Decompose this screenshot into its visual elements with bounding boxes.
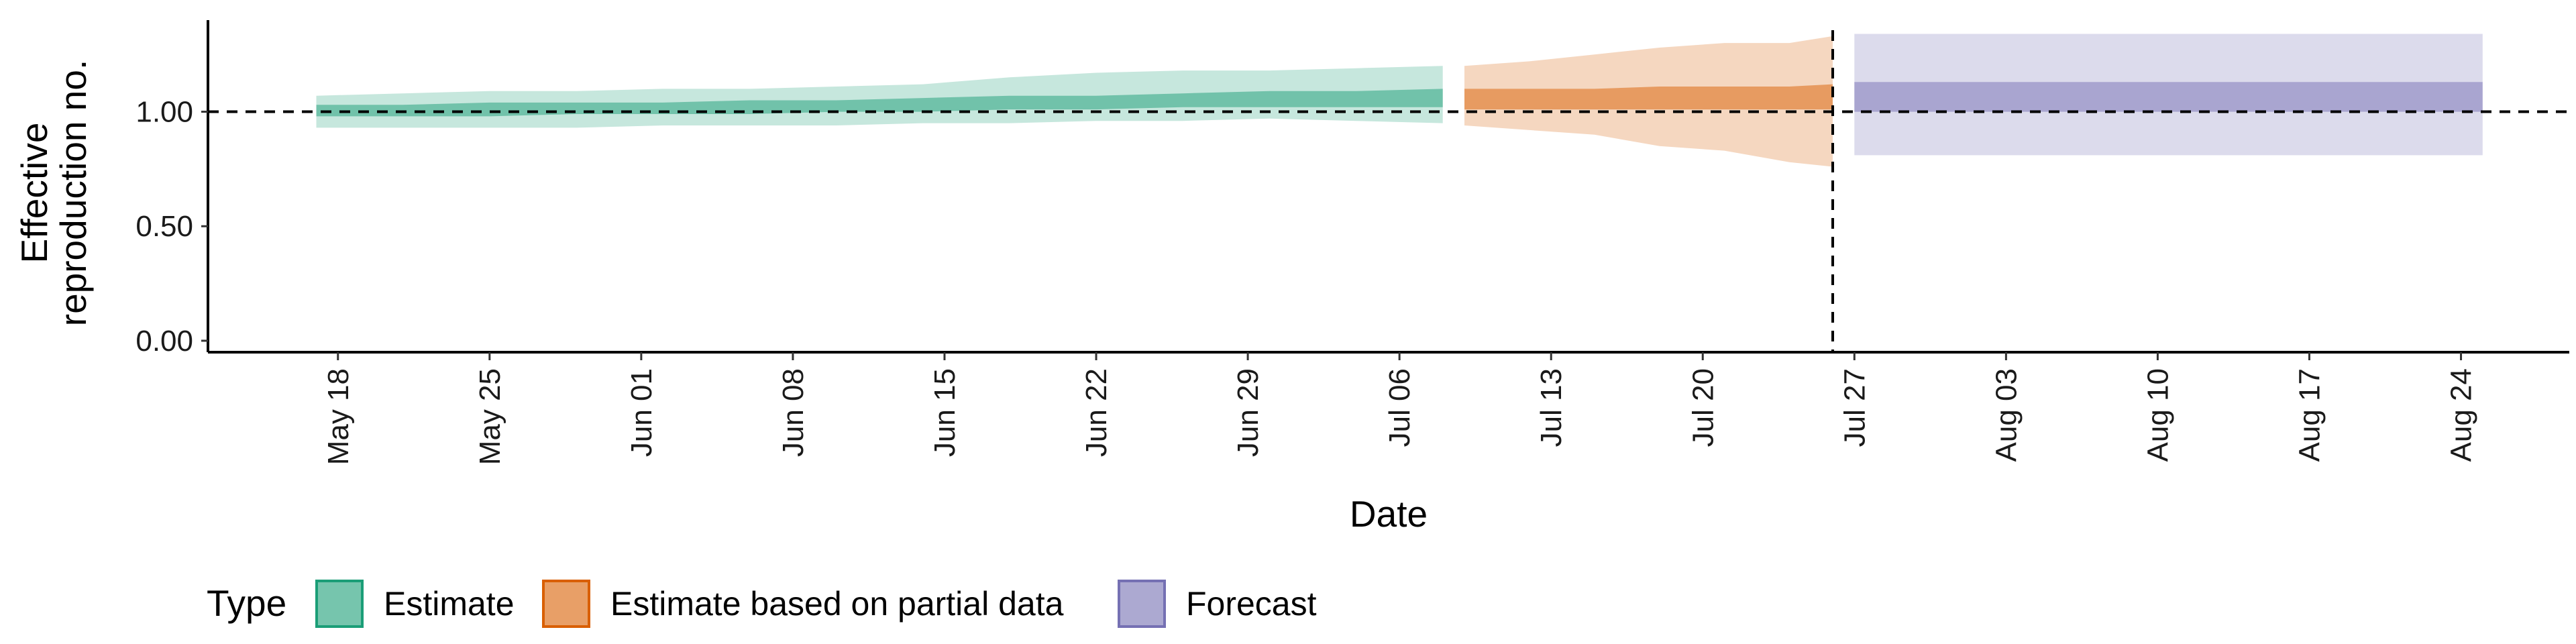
y-tick-label: 0.00 (136, 325, 193, 358)
x-tick-label: Aug 17 (2293, 368, 2326, 462)
y-axis-title-line-2: reproduction no. (52, 60, 94, 327)
partial-inner-band (1464, 84, 1833, 110)
legend-key-partial (542, 580, 590, 628)
legend-title: Type (207, 582, 286, 624)
y-tick-label: 0.50 (136, 210, 193, 243)
x-tick-label: Jul 06 (1383, 368, 1416, 447)
legend: Type Estimate Estimate based on partial d… (207, 580, 1317, 628)
x-tick-label: Jul 27 (1838, 368, 1871, 447)
legend-label-estimate: Estimate (384, 585, 515, 623)
x-tick-label: Aug 03 (1990, 368, 2023, 462)
x-tick-label: Aug 10 (2141, 368, 2174, 462)
x-tick-label: Jun 22 (1080, 368, 1113, 457)
legend-key-estimate (315, 580, 364, 628)
x-tick-label: Jul 13 (1535, 368, 1568, 447)
x-tick-label: Aug 24 (2445, 368, 2478, 462)
x-tick-label: Jun 15 (928, 368, 961, 457)
legend-key-forecast (1118, 580, 1166, 628)
legend-label-forecast: Forecast (1186, 585, 1317, 623)
x-tick-label: Jun 01 (625, 368, 658, 457)
legend-label-partial: Estimate based on partial data (610, 585, 1064, 623)
estimate-inner-band (316, 89, 1443, 117)
x-tick-label: Jun 29 (1232, 368, 1265, 457)
axes (201, 20, 2569, 360)
x-tick-label: Jul 20 (1686, 368, 1719, 447)
x-axis-title: Date (1350, 493, 1428, 535)
y-tick-label: 1.00 (136, 96, 193, 129)
reference-lines (208, 30, 2569, 352)
x-tick-label: Jun 08 (777, 368, 810, 457)
tick-labels: 0.00 0.50 1.00 May 18 May 25 Jun 01 Jun 08 Jun … (136, 96, 2477, 466)
x-tick-label: May 25 (474, 368, 506, 465)
y-axis-title-line-1: Effective (13, 123, 55, 264)
uncertainty-bands (316, 34, 2483, 167)
forecast-inner-band (1854, 82, 2483, 112)
x-tick-label: May 18 (322, 368, 355, 465)
